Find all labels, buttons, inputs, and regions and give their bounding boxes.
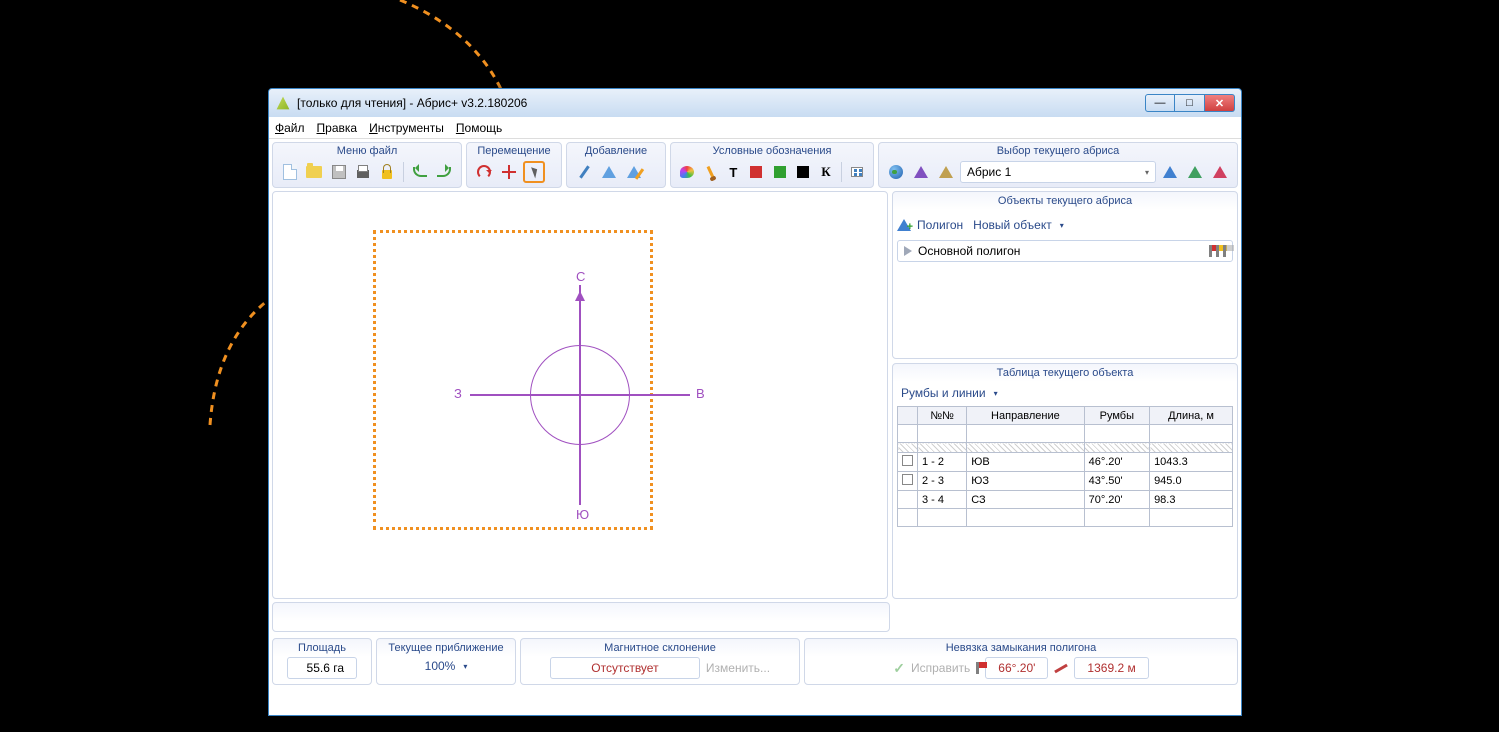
toolbar-select-title: Выбор текущего абриса [879,143,1237,159]
table-row[interactable]: 3 - 4 СЗ 70°.20' 98.3 [898,491,1233,509]
abris-action-3[interactable] [1209,161,1231,183]
green-fill-button[interactable] [770,161,790,183]
zoom-title: Текущее приближение [380,639,511,657]
window-title: [только для чтения] - Абрис+ v3.2.180206 [297,96,527,110]
toolbar-file-title: Меню файл [273,143,461,159]
separator [403,162,404,182]
minimize-button[interactable]: — [1145,94,1175,112]
area-value: 55.6 га [287,657,357,679]
close-button[interactable]: ✕ [1205,94,1235,112]
table-row[interactable]: 1 - 2 ЮВ 46°.20' 1043.3 [898,453,1233,472]
options-button[interactable] [847,161,867,183]
object-label: Основной полигон [918,244,1020,258]
menubar: Файл Правка Инструменты Помощь [269,117,1241,139]
zoom-dropdown[interactable]: 100% [421,657,472,675]
toolbar-add-title: Добавление [567,143,665,159]
abris-button-1[interactable] [910,161,932,183]
declination-value: Отсутствует [550,657,700,679]
flag-yellow-icon[interactable] [1216,245,1219,257]
shape-button[interactable] [598,161,620,183]
declination-title: Магнитное склонение [596,639,724,657]
titlebar[interactable]: [только для чтения] - Абрис+ v3.2.180206… [269,89,1241,117]
closure-title: Невязка замыкания полигона [938,639,1105,657]
app-icon [275,95,291,111]
table-mode-dropdown[interactable]: Румбы и линии [897,386,1077,406]
k-button[interactable]: К [816,161,836,183]
col-len[interactable]: Длина, м [1150,407,1233,425]
redo-button[interactable] [434,161,455,183]
shape-edit-button[interactable] [623,161,645,183]
abris-action-1[interactable] [1159,161,1181,183]
toolbar-row: Меню файл Перемещение Добавление [269,139,1241,191]
menu-file[interactable]: Файл [275,121,305,135]
abris-select[interactable]: Абрис 1 [960,161,1156,183]
closure-angle: 66°.20' [985,657,1048,679]
black-fill-button[interactable] [793,161,813,183]
flag-faded-icon[interactable] [1223,245,1226,257]
objects-panel: Объекты текущего абриса Полигон Новый об… [892,191,1238,359]
rotate-button[interactable] [473,161,495,183]
col-rumb[interactable]: Румбы [1084,407,1149,425]
abris-action-2[interactable] [1184,161,1206,183]
angle-icon [976,662,979,674]
col-dir[interactable]: Направление [967,407,1084,425]
select-cursor-button[interactable] [523,161,545,183]
new-button[interactable] [279,161,300,183]
col-num[interactable]: №№ [918,407,967,425]
new-object-dropdown[interactable]: Новый объект [969,216,1068,234]
table-panel: Таблица текущего объекта Румбы и линии №… [892,363,1238,599]
play-icon [904,246,912,256]
undo-button[interactable] [409,161,430,183]
bearings-table: №№ Направление Румбы Длина, м 1 - 2 ЮВ 4… [897,406,1233,527]
print-button[interactable] [352,161,373,183]
area-title: Площадь [290,639,354,657]
polygon-icon [897,219,911,231]
open-button[interactable] [303,161,324,183]
red-fill-button[interactable] [746,161,766,183]
save-button[interactable] [328,161,349,183]
menu-edit[interactable]: Правка [317,121,358,135]
ruler-icon [1055,663,1069,673]
maximize-button[interactable]: □ [1175,94,1205,112]
object-row[interactable]: Основной полигон [897,240,1233,262]
canvas[interactable]: С Ю З В [272,191,888,599]
toolbar-move-title: Перемещение [467,143,561,159]
menu-help[interactable]: Помощь [456,121,502,135]
map-button[interactable] [885,161,907,183]
declination-change-button[interactable]: Изменить... [706,661,770,675]
brush-button[interactable] [700,161,720,183]
toolbar-legend-title: Условные обозначения [671,143,873,159]
move-button[interactable] [498,161,520,183]
menu-tools[interactable]: Инструменты [369,121,444,135]
lock-button[interactable] [377,161,398,183]
text-button[interactable]: T [723,161,743,183]
table-title: Таблица текущего объекта [893,364,1237,382]
app-window: [только для чтения] - Абрис+ v3.2.180206… [268,88,1242,716]
pen-button[interactable] [573,161,595,183]
polygon-label[interactable]: Полигон [917,218,963,232]
separator [841,162,842,182]
closure-distance: 1369.2 м [1074,657,1148,679]
abris-button-2[interactable] [935,161,957,183]
row-checkbox[interactable] [902,455,913,466]
objects-title: Объекты текущего абриса [893,192,1237,210]
table-row[interactable]: 2 - 3 ЮЗ 43°.50' 945.0 [898,472,1233,491]
palette-button[interactable] [677,161,697,183]
flag-red-icon[interactable] [1209,245,1212,257]
fix-button[interactable]: Исправить [911,661,970,675]
info-strip [272,602,890,632]
check-icon: ✓ [893,660,905,677]
statusbar: Площадь 55.6 га Текущее приближение 100%… [269,635,1241,688]
row-checkbox[interactable] [902,474,913,485]
